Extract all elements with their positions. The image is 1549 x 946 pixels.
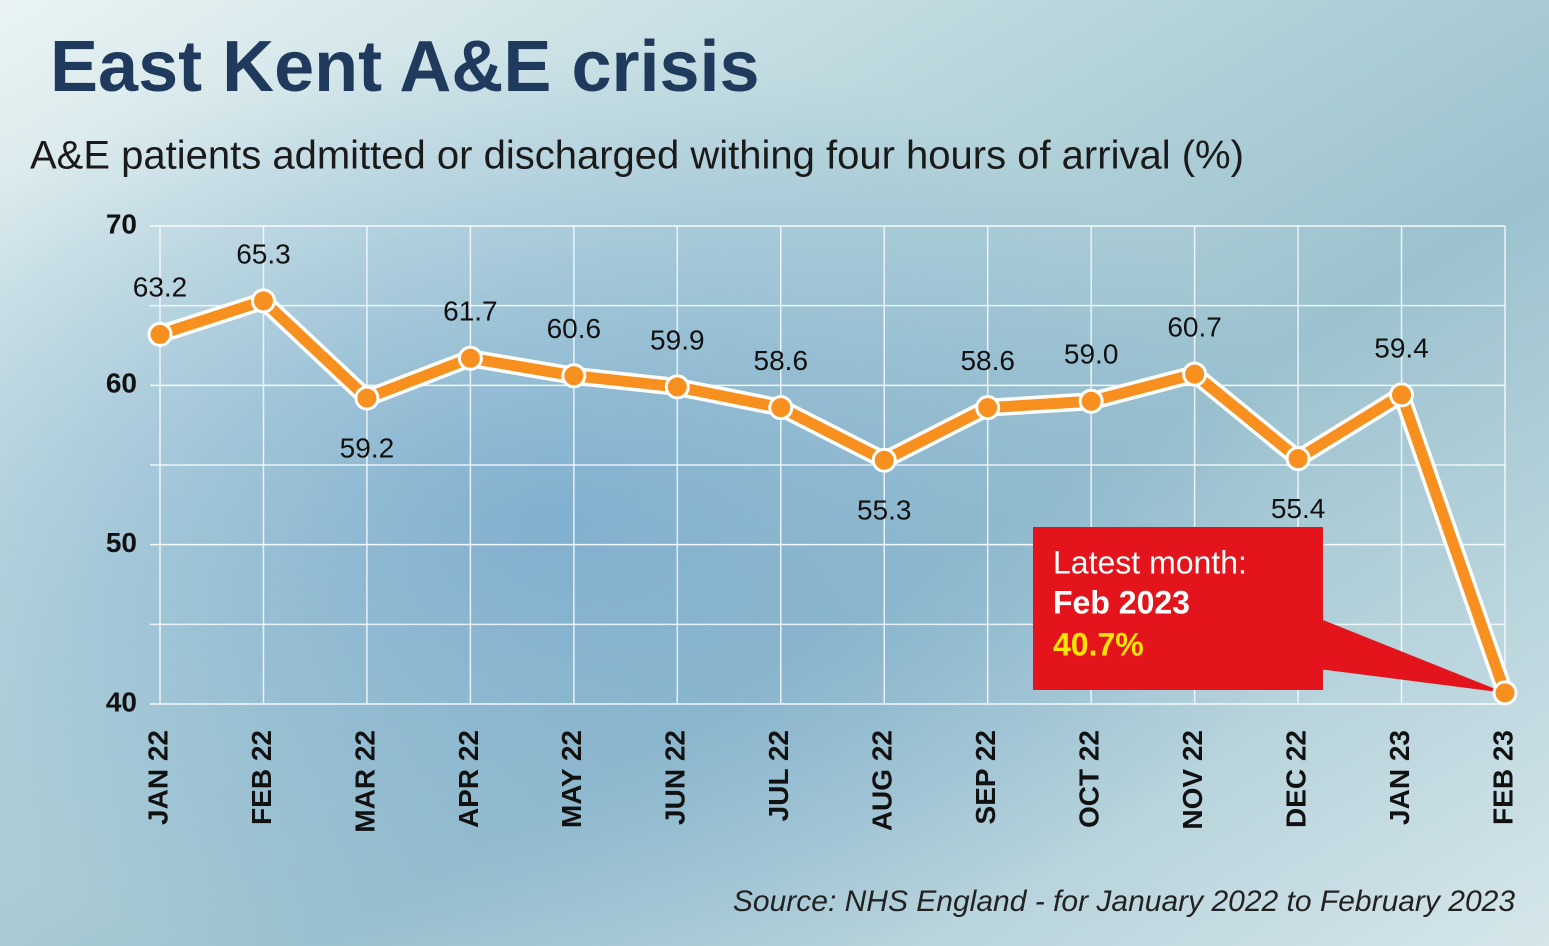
x-tick-label: SEP 22 — [970, 730, 1001, 824]
data-point — [664, 374, 690, 400]
data-label: 60.7 — [1167, 312, 1222, 343]
x-tick-label: JAN 23 — [1384, 730, 1415, 825]
data-point — [147, 321, 173, 347]
data-label: 55.4 — [1271, 493, 1326, 524]
data-point — [768, 395, 794, 421]
data-point — [871, 447, 897, 473]
y-tick-label: 70 — [106, 208, 137, 239]
data-point — [457, 345, 483, 371]
data-point — [250, 288, 276, 314]
data-point — [561, 363, 587, 389]
data-point — [975, 395, 1001, 421]
x-tick-label: NOV 22 — [1177, 730, 1208, 830]
x-tick-label: MAY 22 — [556, 730, 587, 828]
data-label: 59.2 — [340, 432, 395, 463]
data-point — [1078, 388, 1104, 414]
data-label: 55.3 — [857, 495, 912, 526]
data-label: 59.0 — [1064, 339, 1119, 370]
data-label: 58.6 — [754, 345, 809, 376]
y-tick-label: 60 — [106, 368, 137, 399]
source-note: Source: NHS England - for January 2022 t… — [733, 885, 1515, 918]
data-point — [354, 385, 380, 411]
data-label: 60.6 — [547, 313, 602, 344]
callout-value: 40.7% — [1053, 626, 1144, 662]
data-point — [1389, 382, 1415, 408]
callout-box — [1033, 527, 1323, 690]
callout-pointer — [1303, 612, 1505, 693]
series-line — [158, 295, 1511, 695]
x-tick-label: DEC 22 — [1280, 730, 1311, 828]
x-tick-label: MAR 22 — [349, 730, 380, 833]
callout-heading: Latest month: — [1053, 544, 1247, 580]
x-tick-label: FEB 23 — [1487, 730, 1518, 825]
data-point — [1182, 361, 1208, 387]
x-tick-label: JAN 22 — [142, 730, 173, 825]
x-tick-label: AUG 22 — [867, 730, 898, 831]
y-tick-label: 50 — [106, 527, 137, 558]
callout-month: Feb 2023 — [1053, 584, 1190, 620]
data-point — [1285, 446, 1311, 472]
data-label: 59.4 — [1374, 332, 1429, 363]
data-label: 63.2 — [133, 272, 188, 303]
x-tick-label: JUL 22 — [763, 730, 794, 821]
data-label: 65.3 — [236, 238, 291, 269]
data-label: 61.7 — [443, 296, 498, 327]
x-tick-label: FEB 22 — [246, 730, 277, 825]
data-point — [1492, 680, 1518, 706]
x-tick-label: JUN 22 — [660, 730, 691, 825]
x-tick-label: OCT 22 — [1074, 730, 1105, 828]
x-tick-label: APR 22 — [453, 730, 484, 828]
y-tick-label: 40 — [106, 686, 137, 717]
chart-subtitle: A&E patients admitted or discharged with… — [30, 134, 1244, 178]
data-label: 59.9 — [650, 324, 705, 355]
chart-title: East Kent A&E crisis — [50, 27, 760, 107]
data-label: 58.6 — [960, 345, 1015, 376]
